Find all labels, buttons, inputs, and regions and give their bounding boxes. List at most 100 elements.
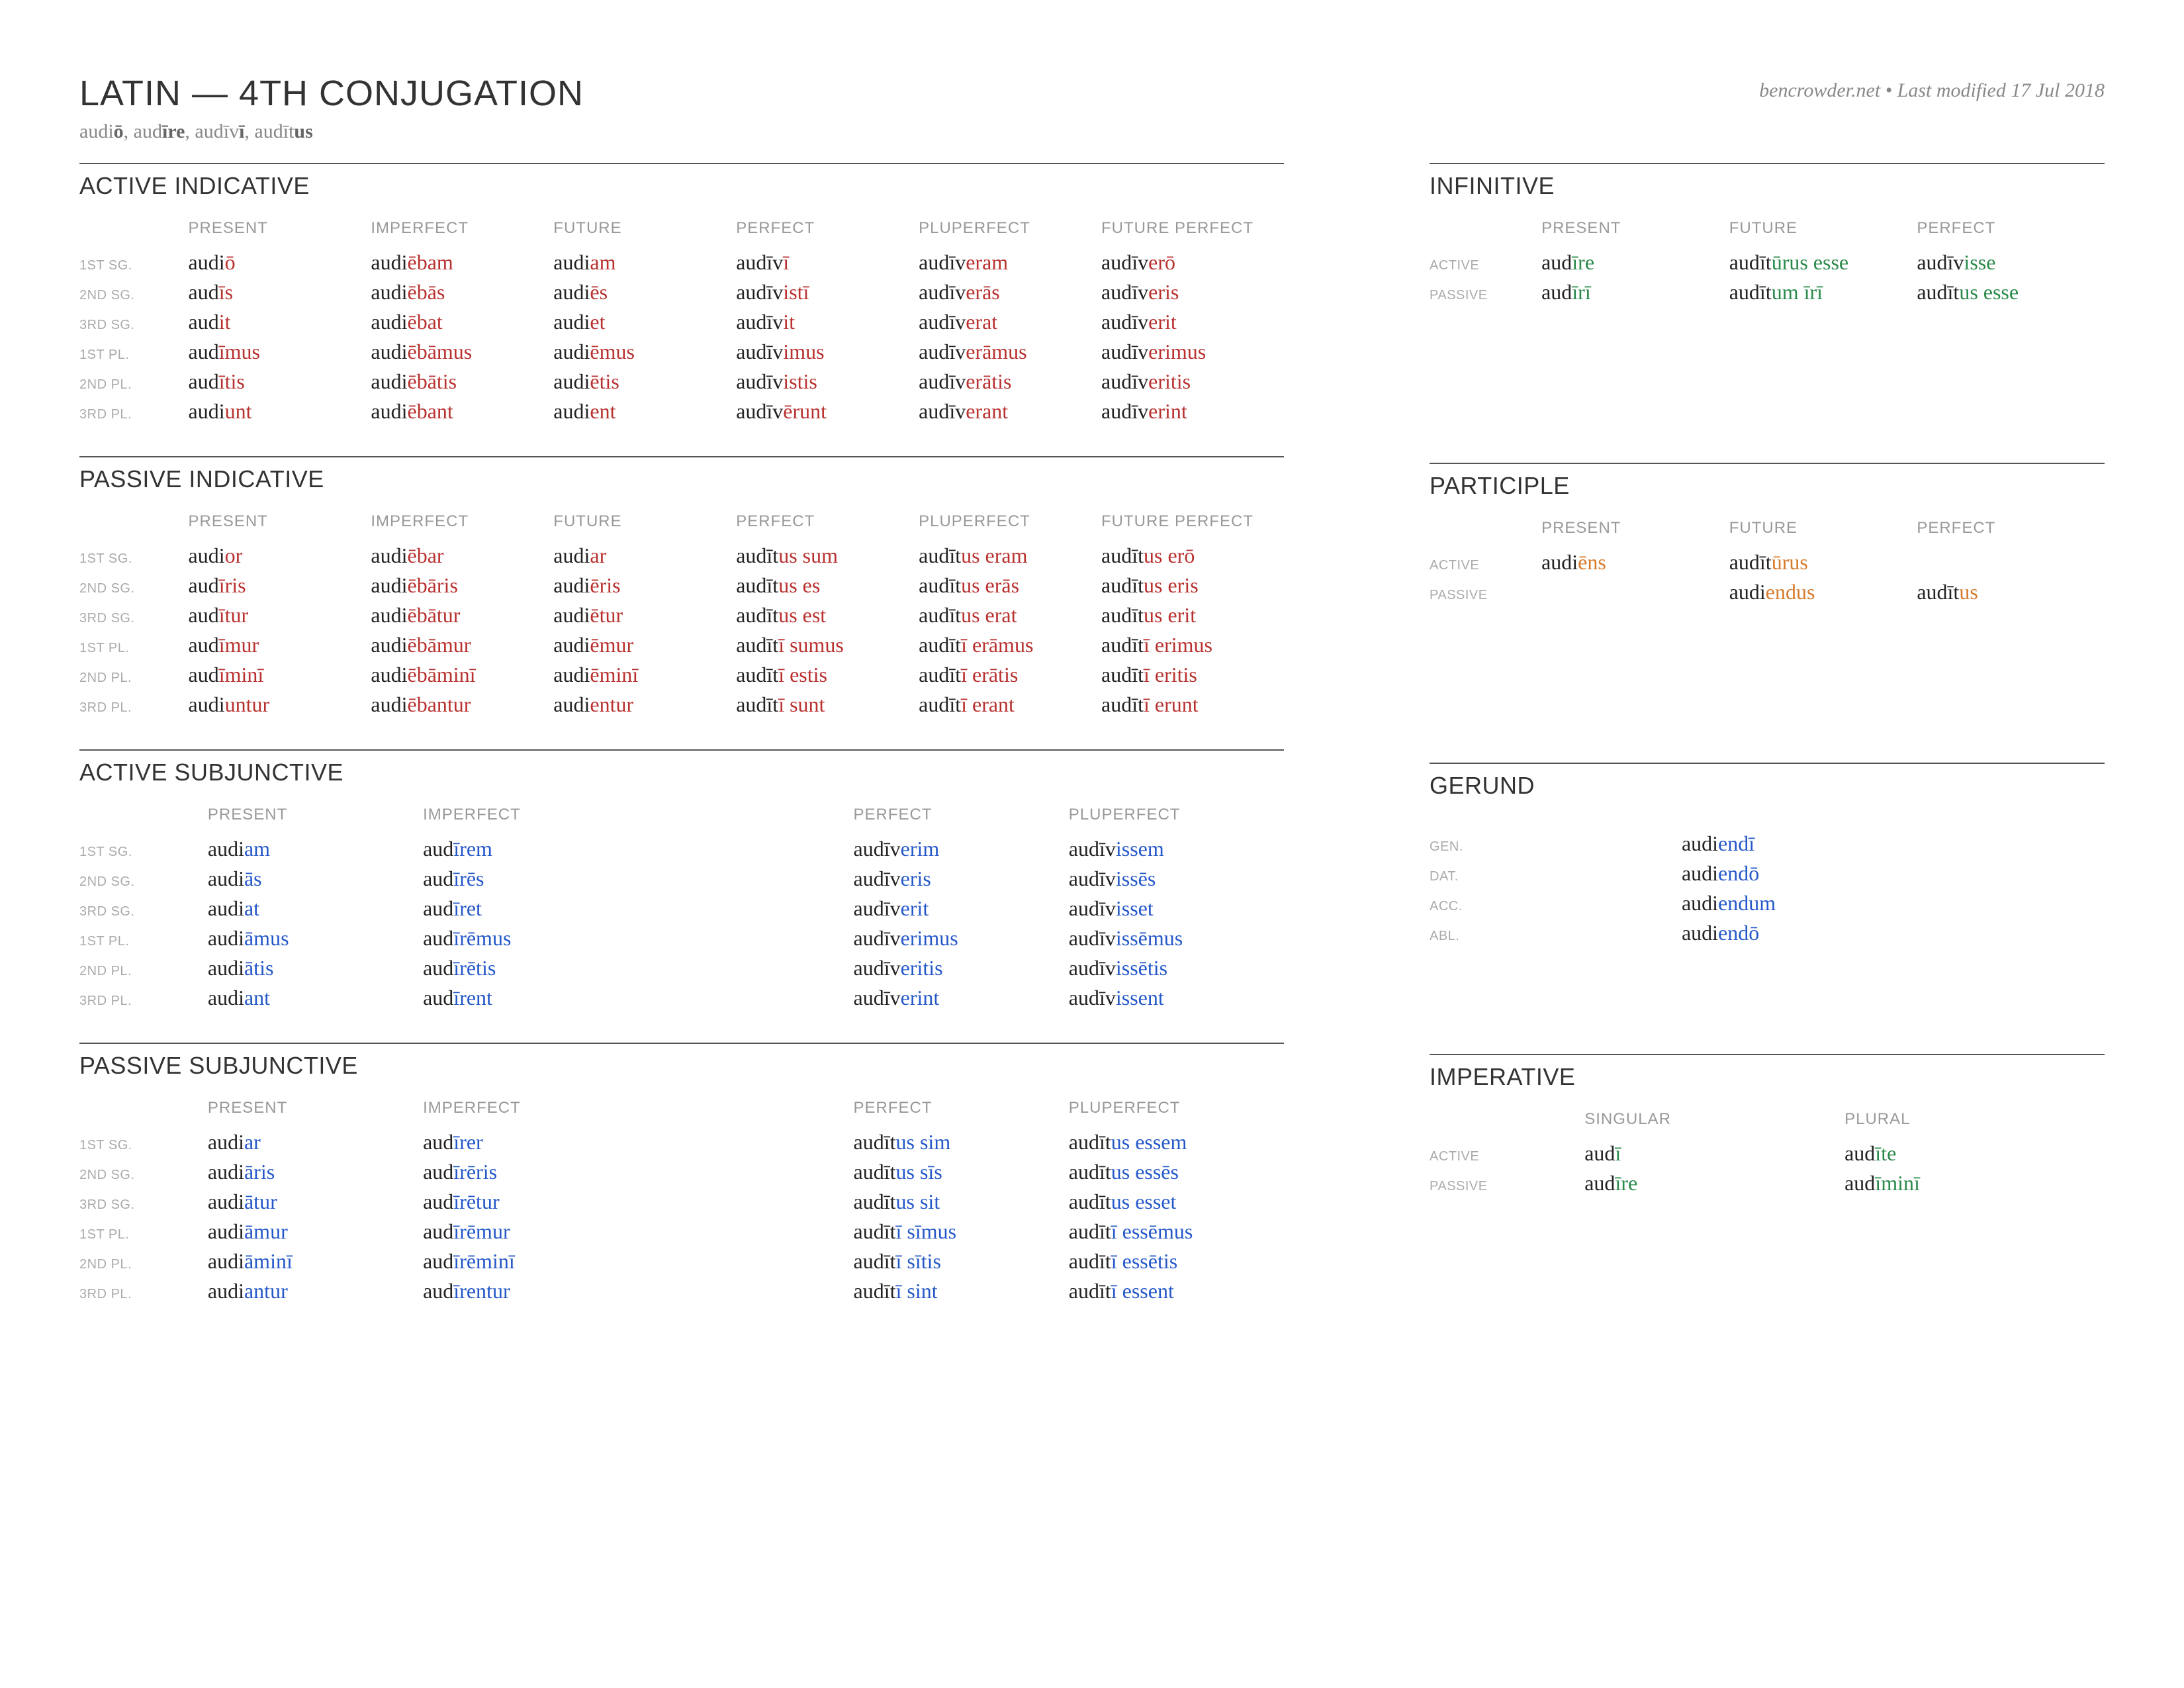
verb-form: audiētur <box>553 600 736 630</box>
verb-form: audīre <box>1584 1168 1844 1198</box>
verb-form: audiō <box>188 248 371 277</box>
verb-form: audiam <box>208 834 423 864</box>
col-header: FUTURE PERFECT <box>1101 510 1284 541</box>
section-gerund: GERUNDGEN.audiendīDAT.audiendōACC.audien… <box>1430 763 2105 948</box>
verb-form: audīverint <box>854 983 1069 1013</box>
verb-form: audītī sumus <box>736 630 919 660</box>
verb-form: audītus essēs <box>1069 1157 1284 1187</box>
verb-form: audītī erunt <box>1101 690 1284 720</box>
table-row: 3RD SG.audīturaudiēbāturaudiēturaudītus … <box>79 600 1284 630</box>
verb-form: audītus sim <box>854 1127 1069 1157</box>
table-row: 1ST PL.audiāmuraudīrēmuraudītī sīmusaudī… <box>79 1217 1284 1246</box>
table-row: 2ND SG.audiāsaudīrēsaudīverisaudīvissēs <box>79 864 1284 894</box>
verb-form: audientur <box>553 690 736 720</box>
verb-form: audītus erit <box>1101 600 1284 630</box>
row-label: PASSIVE <box>1430 577 1541 607</box>
row-label: ACTIVE <box>1430 547 1541 577</box>
verb-form: audītus eram <box>919 541 1101 571</box>
verb-form: audītus es <box>736 571 919 600</box>
row-label: GEN. <box>1430 829 1682 859</box>
table-row: 1ST SG.audiamaudīremaudīverimaudīvissem <box>79 834 1284 864</box>
verb-form: audīris <box>188 571 371 600</box>
verb-form: audiendō <box>1682 918 2105 948</box>
section-passive-indicative: PASSIVE INDICATIVEPRESENTIMPERFECTFUTURE… <box>79 456 1284 720</box>
verb-form: audiēris <box>553 571 736 600</box>
col-header: FUTURE <box>553 216 736 248</box>
verb-form: audītus sīs <box>854 1157 1069 1187</box>
table-row: 3RD PL.audianturaudīrenturaudītī sintaud… <box>79 1276 1284 1306</box>
verb-form: audīvissent <box>1069 983 1284 1013</box>
row-label: 2ND PL. <box>79 367 188 397</box>
verb-form: audiēbar <box>371 541 553 571</box>
row-label: 3RD SG. <box>79 1187 208 1217</box>
verb-form: audiendō <box>1682 859 2105 888</box>
conjugation-table: GEN.audiendīDAT.audiendōACC.audiendumABL… <box>1430 816 2105 948</box>
verb-form: audīrēmur <box>423 1217 638 1246</box>
table-row: ACTIVEaudīaudīte <box>1430 1139 2105 1168</box>
verb-form: audītus sum <box>736 541 919 571</box>
verb-form: audītī erātis <box>919 660 1101 690</box>
table-row: DAT.audiendō <box>1430 859 2105 888</box>
table-row: 2ND SG.audīsaudiēbāsaudiēsaudīvistīaudīv… <box>79 277 1284 307</box>
page-meta: bencrowder.net • Last modified 17 Jul 20… <box>1759 73 2105 102</box>
section-title: INFINITIVE <box>1430 172 2105 200</box>
table-row: 1ST SG.audiōaudiēbamaudiamaudīvīaudīvera… <box>79 248 1284 277</box>
verb-form: audiēbāmur <box>371 630 553 660</box>
row-label: 2ND SG. <box>79 277 188 307</box>
verb-form: audītī estis <box>736 660 919 690</box>
verb-form: audīmus <box>188 337 371 367</box>
col-header: PLUPERFECT <box>919 216 1101 248</box>
verb-form: audītī essēmus <box>1069 1217 1284 1246</box>
col-header: FUTURE <box>1729 516 1917 547</box>
table-row: 2ND SG.audīrisaudiēbārisaudiērisaudītus … <box>79 571 1284 600</box>
verb-form: audiuntur <box>188 690 371 720</box>
table-row: 3RD PL.audiuntaudiēbantaudientaudīvērunt… <box>79 397 1284 426</box>
col-header: PERFECT <box>854 803 1069 834</box>
col-header: PRESENT <box>188 216 371 248</box>
verb-form: audīrem <box>423 834 638 864</box>
verb-form: audīvissem <box>1069 834 1284 864</box>
verb-form: audīminī <box>188 660 371 690</box>
verb-form: audī <box>1584 1139 1844 1168</box>
verb-form: audiant <box>208 983 423 1013</box>
verb-form: audīverō <box>1101 248 1284 277</box>
verb-form: audīverimus <box>854 923 1069 953</box>
verb-form: audīte <box>1844 1139 2105 1168</box>
verb-form: audītum īrī <box>1729 277 1917 307</box>
conjugation-table: PRESENTIMPERFECTFUTUREPERFECTPLUPERFECTF… <box>79 216 1284 426</box>
verb-form: audīverās <box>919 277 1101 307</box>
conjugation-table: PRESENTFUTUREPERFECTACTIVEaudīreaudītūru… <box>1430 216 2105 307</box>
verb-form: audītus esset <box>1069 1187 1284 1217</box>
verb-form: audīminī <box>1844 1168 2105 1198</box>
verb-form: audiēminī <box>553 660 736 690</box>
verb-form: audīveris <box>854 864 1069 894</box>
section-title: PASSIVE INDICATIVE <box>79 465 1284 493</box>
verb-form: audīvērunt <box>736 397 919 426</box>
col-header: PRESENT <box>208 1096 423 1127</box>
verb-form: audīvistis <box>736 367 919 397</box>
col-header: PRESENT <box>208 803 423 834</box>
verb-form: audīvistī <box>736 277 919 307</box>
verb-form: audīvissēs <box>1069 864 1284 894</box>
row-label: 2ND SG. <box>79 571 188 600</box>
section-active-subjunctive: ACTIVE SUBJUNCTIVEPRESENTIMPERFECTPERFEC… <box>79 749 1284 1013</box>
row-label: PASSIVE <box>1430 277 1541 307</box>
verb-form: audiāmus <box>208 923 423 953</box>
col-header: PERFECT <box>1917 216 2105 248</box>
verb-form: audītī sunt <box>736 690 919 720</box>
verb-form: audiēbātur <box>371 600 553 630</box>
verb-form: audītī sīmus <box>854 1217 1069 1246</box>
verb-form: audiās <box>208 864 423 894</box>
verb-form: audiāminī <box>208 1246 423 1276</box>
verb-form: audiēmur <box>553 630 736 660</box>
section-title: PARTICIPLE <box>1430 472 2105 500</box>
verb-form: audīverit <box>854 894 1069 923</box>
row-label: PASSIVE <box>1430 1168 1584 1198</box>
row-label: 1ST PL. <box>79 1217 208 1246</box>
verb-form: audiēns <box>1541 547 1729 577</box>
verb-form: audient <box>553 397 736 426</box>
verb-form: audiēbant <box>371 397 553 426</box>
verb-form: audīverim <box>854 834 1069 864</box>
verb-form: audītis <box>188 367 371 397</box>
table-row: PASSIVEaudīrīaudītum īrīaudītus esse <box>1430 277 2105 307</box>
